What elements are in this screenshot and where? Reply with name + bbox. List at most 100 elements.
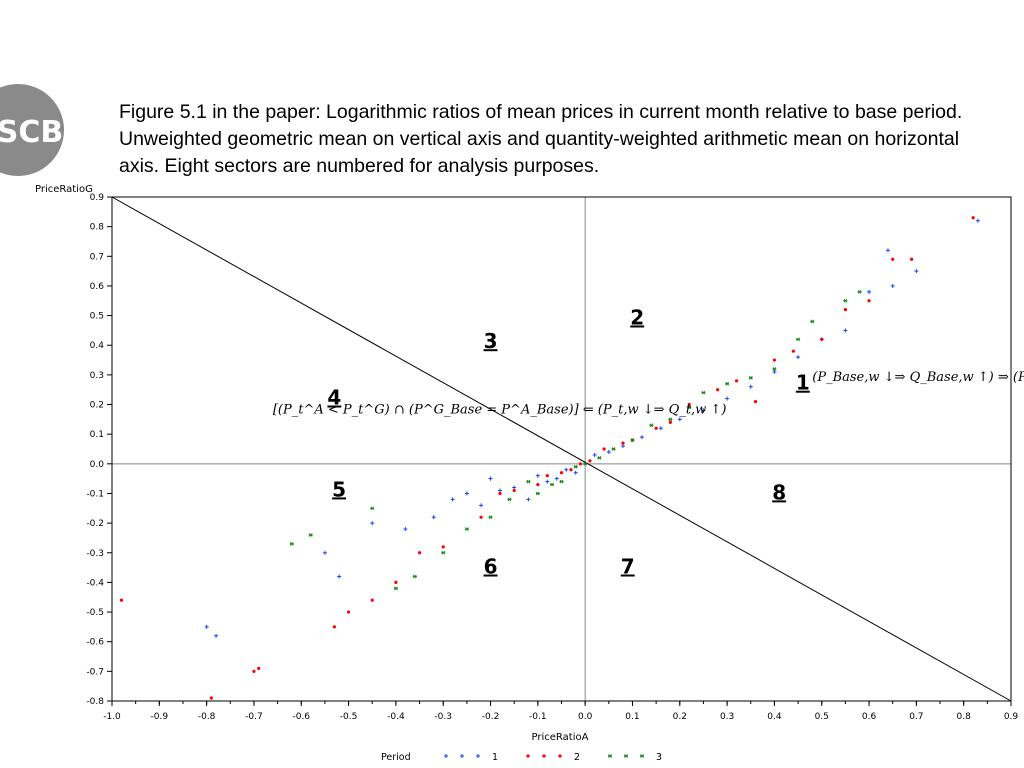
- scb-logo-text: SCB: [0, 115, 63, 150]
- data-point: [526, 497, 531, 502]
- y-tick-label: -0.2: [86, 519, 104, 529]
- sector-label: 3: [484, 329, 498, 353]
- data-point: [536, 482, 540, 487]
- x-tick-label: 0.4: [767, 712, 782, 722]
- y-tick-label: -0.8: [86, 697, 104, 707]
- data-point: [791, 349, 795, 353]
- data-point: [393, 586, 398, 591]
- data-point: [497, 488, 502, 493]
- point-stroke: [843, 298, 848, 303]
- point-stroke: [370, 506, 375, 511]
- data-point: [498, 491, 502, 496]
- data-point: [687, 402, 691, 407]
- data-point: [559, 479, 564, 484]
- y-tick-label: -0.1: [86, 489, 104, 499]
- sector-label: 5: [332, 477, 346, 501]
- x-tick-label: 0.1: [625, 712, 639, 722]
- data-point: [214, 633, 219, 638]
- data-point: [630, 438, 635, 442]
- data-point: [337, 574, 342, 579]
- x-tick-label: -0.7: [245, 712, 263, 722]
- data-point: [753, 399, 758, 404]
- data-point: [512, 488, 516, 493]
- legend-entry: 2: [526, 752, 580, 763]
- sector-label: 8: [772, 480, 786, 504]
- point-stroke: [597, 456, 602, 460]
- data-point: [535, 491, 540, 496]
- y-tick-label: 0.1: [90, 430, 104, 440]
- data-point: [450, 497, 455, 502]
- x-tick-label: 0.0: [578, 712, 593, 722]
- data-point: [559, 471, 564, 475]
- data-point: [885, 248, 890, 253]
- data-point: [512, 485, 517, 490]
- data-point: [748, 375, 753, 380]
- data-point: [716, 388, 720, 392]
- sector-label: 4: [327, 386, 341, 410]
- data-point: [649, 423, 654, 428]
- x-tick-label: -0.9: [151, 712, 169, 722]
- data-point: [602, 447, 606, 451]
- point-stroke: [526, 479, 531, 484]
- y-tick-label: 0.8: [90, 223, 105, 233]
- point-stroke: [441, 550, 446, 555]
- scb-logo-circle: [0, 84, 64, 176]
- point-stroke: [649, 423, 654, 428]
- data-point: [820, 337, 824, 341]
- data-point: [209, 696, 213, 700]
- data-point: [891, 257, 895, 261]
- point-stroke: [630, 438, 635, 442]
- data-point: [677, 417, 682, 422]
- data-point: [668, 417, 673, 422]
- data-point: [687, 405, 692, 410]
- data-point: [796, 355, 801, 360]
- data-point: [668, 420, 672, 424]
- data-point: [412, 574, 417, 579]
- point-stroke: [308, 533, 313, 537]
- point-stroke: [488, 515, 493, 520]
- data-point: [796, 337, 801, 342]
- reference-lines: [111, 196, 1012, 702]
- y-axis-title: PriceRatioG: [35, 184, 93, 195]
- data-point: [611, 447, 616, 451]
- sector-label: 2: [630, 305, 644, 329]
- data-point: [464, 527, 469, 531]
- x-tick-label: 0.3: [720, 712, 734, 722]
- data-points: [119, 216, 980, 700]
- data-point: [403, 527, 408, 532]
- data-point: [370, 506, 375, 511]
- data-point: [488, 476, 493, 481]
- x-tick-label: -0.1: [529, 712, 547, 722]
- point-stroke: [640, 754, 644, 758]
- data-point: [507, 497, 512, 502]
- data-point: [346, 610, 351, 614]
- legend-marker: [444, 754, 448, 758]
- point-stroke: [583, 461, 588, 466]
- data-point: [890, 283, 895, 288]
- x-tick-label: 0.7: [909, 712, 923, 722]
- series-3: [289, 290, 862, 591]
- data-point: [370, 598, 374, 602]
- point-stroke: [573, 464, 578, 469]
- x-tick-label: 0.8: [957, 712, 972, 722]
- data-point: [545, 474, 549, 478]
- data-point: [479, 515, 483, 519]
- series-1: [204, 218, 980, 638]
- legend-marker: [542, 754, 546, 758]
- scb-logo: SCB: [0, 84, 64, 176]
- sector-label: 1: [796, 371, 810, 395]
- data-point: [658, 426, 663, 431]
- x-tick-label: -0.2: [482, 712, 500, 722]
- legend: Period 1 2 3: [381, 752, 662, 763]
- y-tick-label: 0.7: [90, 252, 104, 262]
- x-tick-label: 0.5: [815, 712, 829, 722]
- legend-label: 1: [492, 752, 498, 763]
- legend-marker: [608, 754, 612, 758]
- axis-ticks: -1.0 -0.9 -0.8 -0.7 -0.6 -0.5 -0.4 -0.3 -0.2 -0.1…: [86, 193, 1018, 722]
- data-point: [204, 624, 209, 629]
- data-point: [654, 426, 658, 430]
- legend-entry: 3: [608, 752, 662, 763]
- point-stroke: [535, 491, 540, 496]
- data-point: [332, 625, 336, 629]
